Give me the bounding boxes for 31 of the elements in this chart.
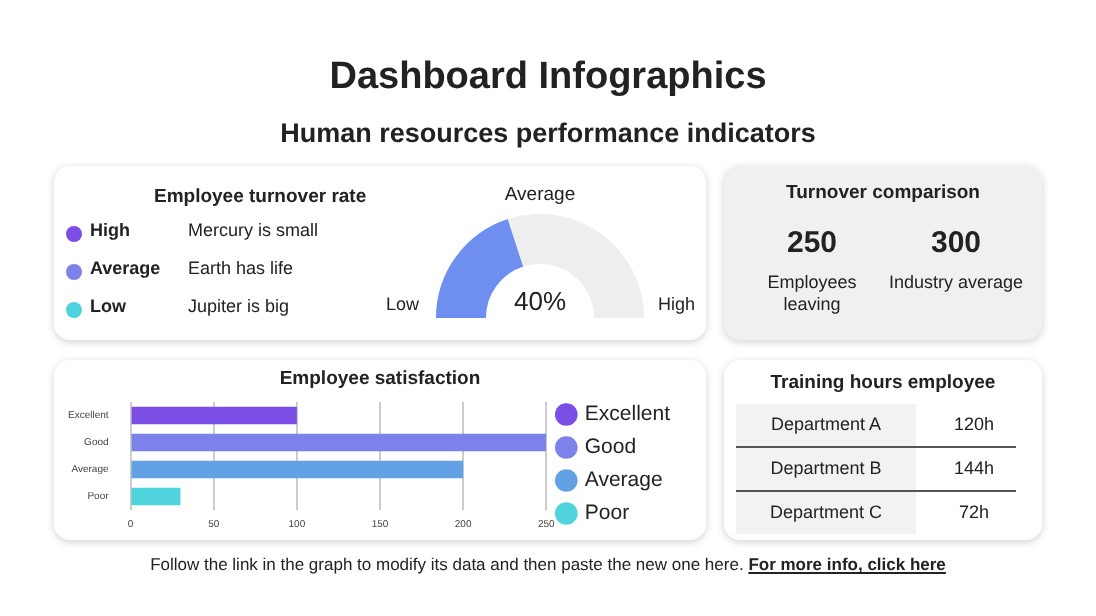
text: Follow the link in the graph to modify its data and then paste the new one here. — [150, 554, 744, 574]
text: 300 — [928, 226, 984, 260]
text: High — [90, 220, 130, 240]
chart-title: Average — [502, 184, 578, 206]
text: Training hours employee — [768, 372, 998, 394]
text: Department C — [767, 502, 885, 522]
text: Industry average — [886, 272, 1026, 294]
legend-label: Good — [584, 435, 637, 460]
legend-label: Poor — [584, 501, 631, 526]
text: 250 — [784, 226, 840, 260]
text: For more info, click here — [748, 554, 946, 574]
text: Mercury is small — [188, 220, 319, 240]
text: 120h — [951, 414, 997, 434]
text: 72h — [956, 502, 992, 522]
legend-label: Excellent — [584, 402, 671, 427]
chart-title: Employee satisfaction — [277, 368, 483, 390]
text: Department B — [768, 458, 884, 478]
text: Jupiter is big — [188, 296, 290, 316]
text: Earth has life — [188, 258, 294, 278]
legend-label: Average — [584, 468, 663, 493]
text: Low — [90, 296, 126, 316]
text: Dashboard Infographics — [327, 56, 769, 100]
text: Low — [386, 294, 420, 314]
text: 40% — [511, 286, 569, 316]
text: Turnover comparison — [784, 182, 982, 204]
text: High — [658, 294, 696, 314]
text: Employee turnover rate — [154, 186, 367, 208]
text: Employees leaving — [765, 272, 859, 316]
text: 144h — [951, 458, 997, 478]
text: Human resources performance indicators — [278, 118, 818, 148]
text: Department A — [768, 414, 884, 434]
